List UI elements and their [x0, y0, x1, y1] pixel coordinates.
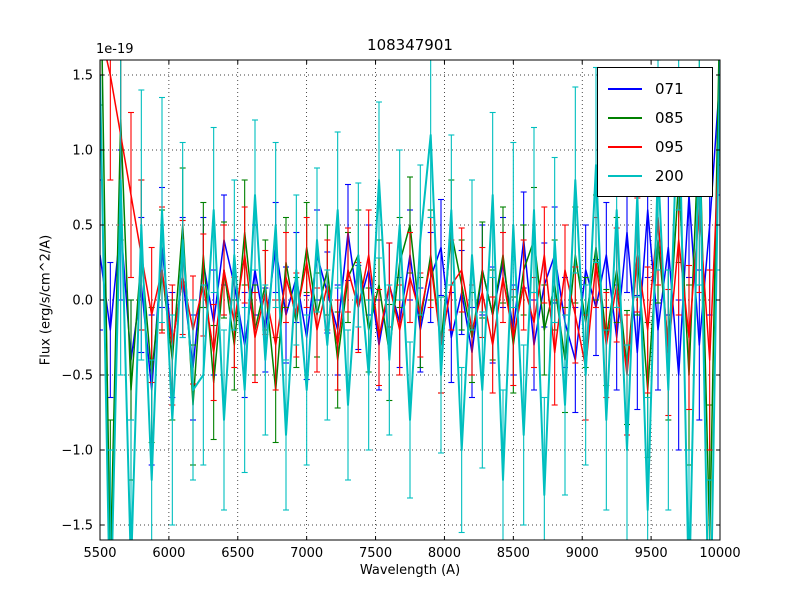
legend-item-095: 095	[598, 132, 712, 161]
y-tick-label: −1.0	[61, 444, 93, 459]
legend-line-sample-071	[608, 87, 642, 90]
legend: 071 085 095 200	[597, 67, 713, 197]
x-tick-label: 8500	[497, 546, 530, 561]
ticks	[99, 60, 721, 540]
legend-item-085: 085	[598, 103, 712, 132]
x-tick-label: 5500	[83, 546, 116, 561]
plot-area	[100, 60, 720, 540]
legend-line-sample-085	[608, 116, 642, 119]
chart-title: 108347901	[367, 36, 453, 54]
legend-label: 071	[655, 79, 684, 98]
legend-line-sample-095	[608, 145, 642, 148]
y-tick-label: 0.5	[72, 219, 93, 234]
tick-labels: 5500 6000 6500 7000 7500 8000 8500 9000 9500 1000…	[61, 69, 740, 562]
y-tick-label: 0.0	[72, 294, 93, 309]
x-tick-label: 7000	[290, 546, 323, 561]
y-axis-label: Flux (erg/s/cm^2/A)	[38, 234, 54, 366]
series-200	[100, 60, 720, 540]
y-tick-label: −1.5	[61, 519, 93, 534]
legend-item-071: 071	[598, 74, 712, 103]
x-tick-label: 8000	[428, 546, 461, 561]
x-tick-label: 6000	[152, 546, 185, 561]
legend-label: 200	[655, 166, 684, 185]
legend-line-sample-200	[608, 174, 642, 177]
y-tick-label: 1.0	[72, 144, 93, 159]
y-tick-label: 1.5	[72, 69, 93, 84]
series-line-200	[100, 60, 720, 540]
y-axis-offset-text: 1e-19	[96, 42, 134, 57]
legend-label: 095	[655, 137, 684, 156]
x-tick-label: 10000	[699, 546, 740, 561]
legend-label: 085	[655, 108, 684, 127]
legend-item-200: 200	[598, 161, 712, 190]
x-axis-label: Wavelength (A)	[359, 563, 461, 578]
x-tick-label: 6500	[221, 546, 254, 561]
x-tick-label: 9000	[566, 546, 599, 561]
y-tick-label: −0.5	[61, 369, 93, 384]
x-tick-label: 7500	[359, 546, 392, 561]
x-tick-label: 9500	[635, 546, 668, 561]
